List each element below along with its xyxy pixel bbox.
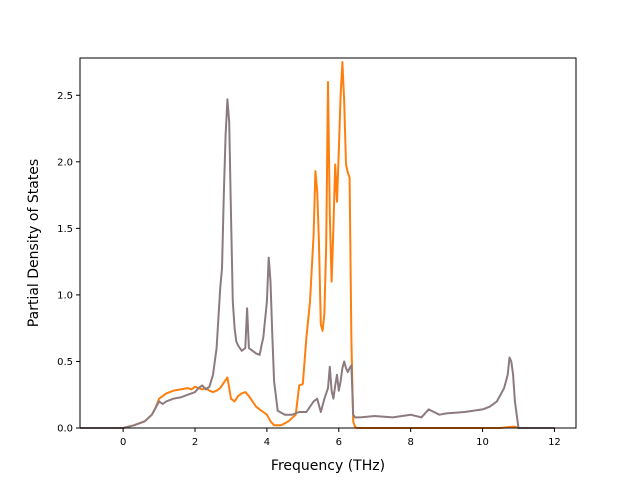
- y-tick-label: 0.0: [57, 424, 73, 435]
- x-axis-label: Frequency (THz): [271, 458, 385, 474]
- x-axis-ticks: 0 2 4 6 8 10 12: [120, 428, 561, 448]
- x-tick-label: 4: [264, 437, 270, 448]
- plot-frame: [79, 57, 577, 429]
- x-tick-label: 10: [476, 437, 489, 448]
- y-tick-label: 2.5: [57, 91, 73, 102]
- x-tick-label: 6: [336, 437, 342, 448]
- y-axis-label: Partial Density of States: [26, 159, 42, 327]
- x-tick-label: 2: [192, 437, 198, 448]
- x-tick-label: 8: [407, 437, 413, 448]
- y-tick-label: 1.0: [57, 290, 73, 301]
- y-tick-label: 2.0: [57, 157, 73, 168]
- y-tick-label: 0.5: [57, 357, 73, 368]
- y-axis-ticks: 0.0 0.5 1.0 1.5 2.0 2.5: [57, 91, 80, 435]
- series-line-1: [80, 61, 555, 429]
- series-layer: [80, 61, 555, 429]
- x-tick-label: 12: [548, 437, 561, 448]
- y-tick-label: 1.5: [57, 224, 73, 235]
- series-line-2: [80, 98, 555, 429]
- x-tick-label: 0: [120, 437, 126, 448]
